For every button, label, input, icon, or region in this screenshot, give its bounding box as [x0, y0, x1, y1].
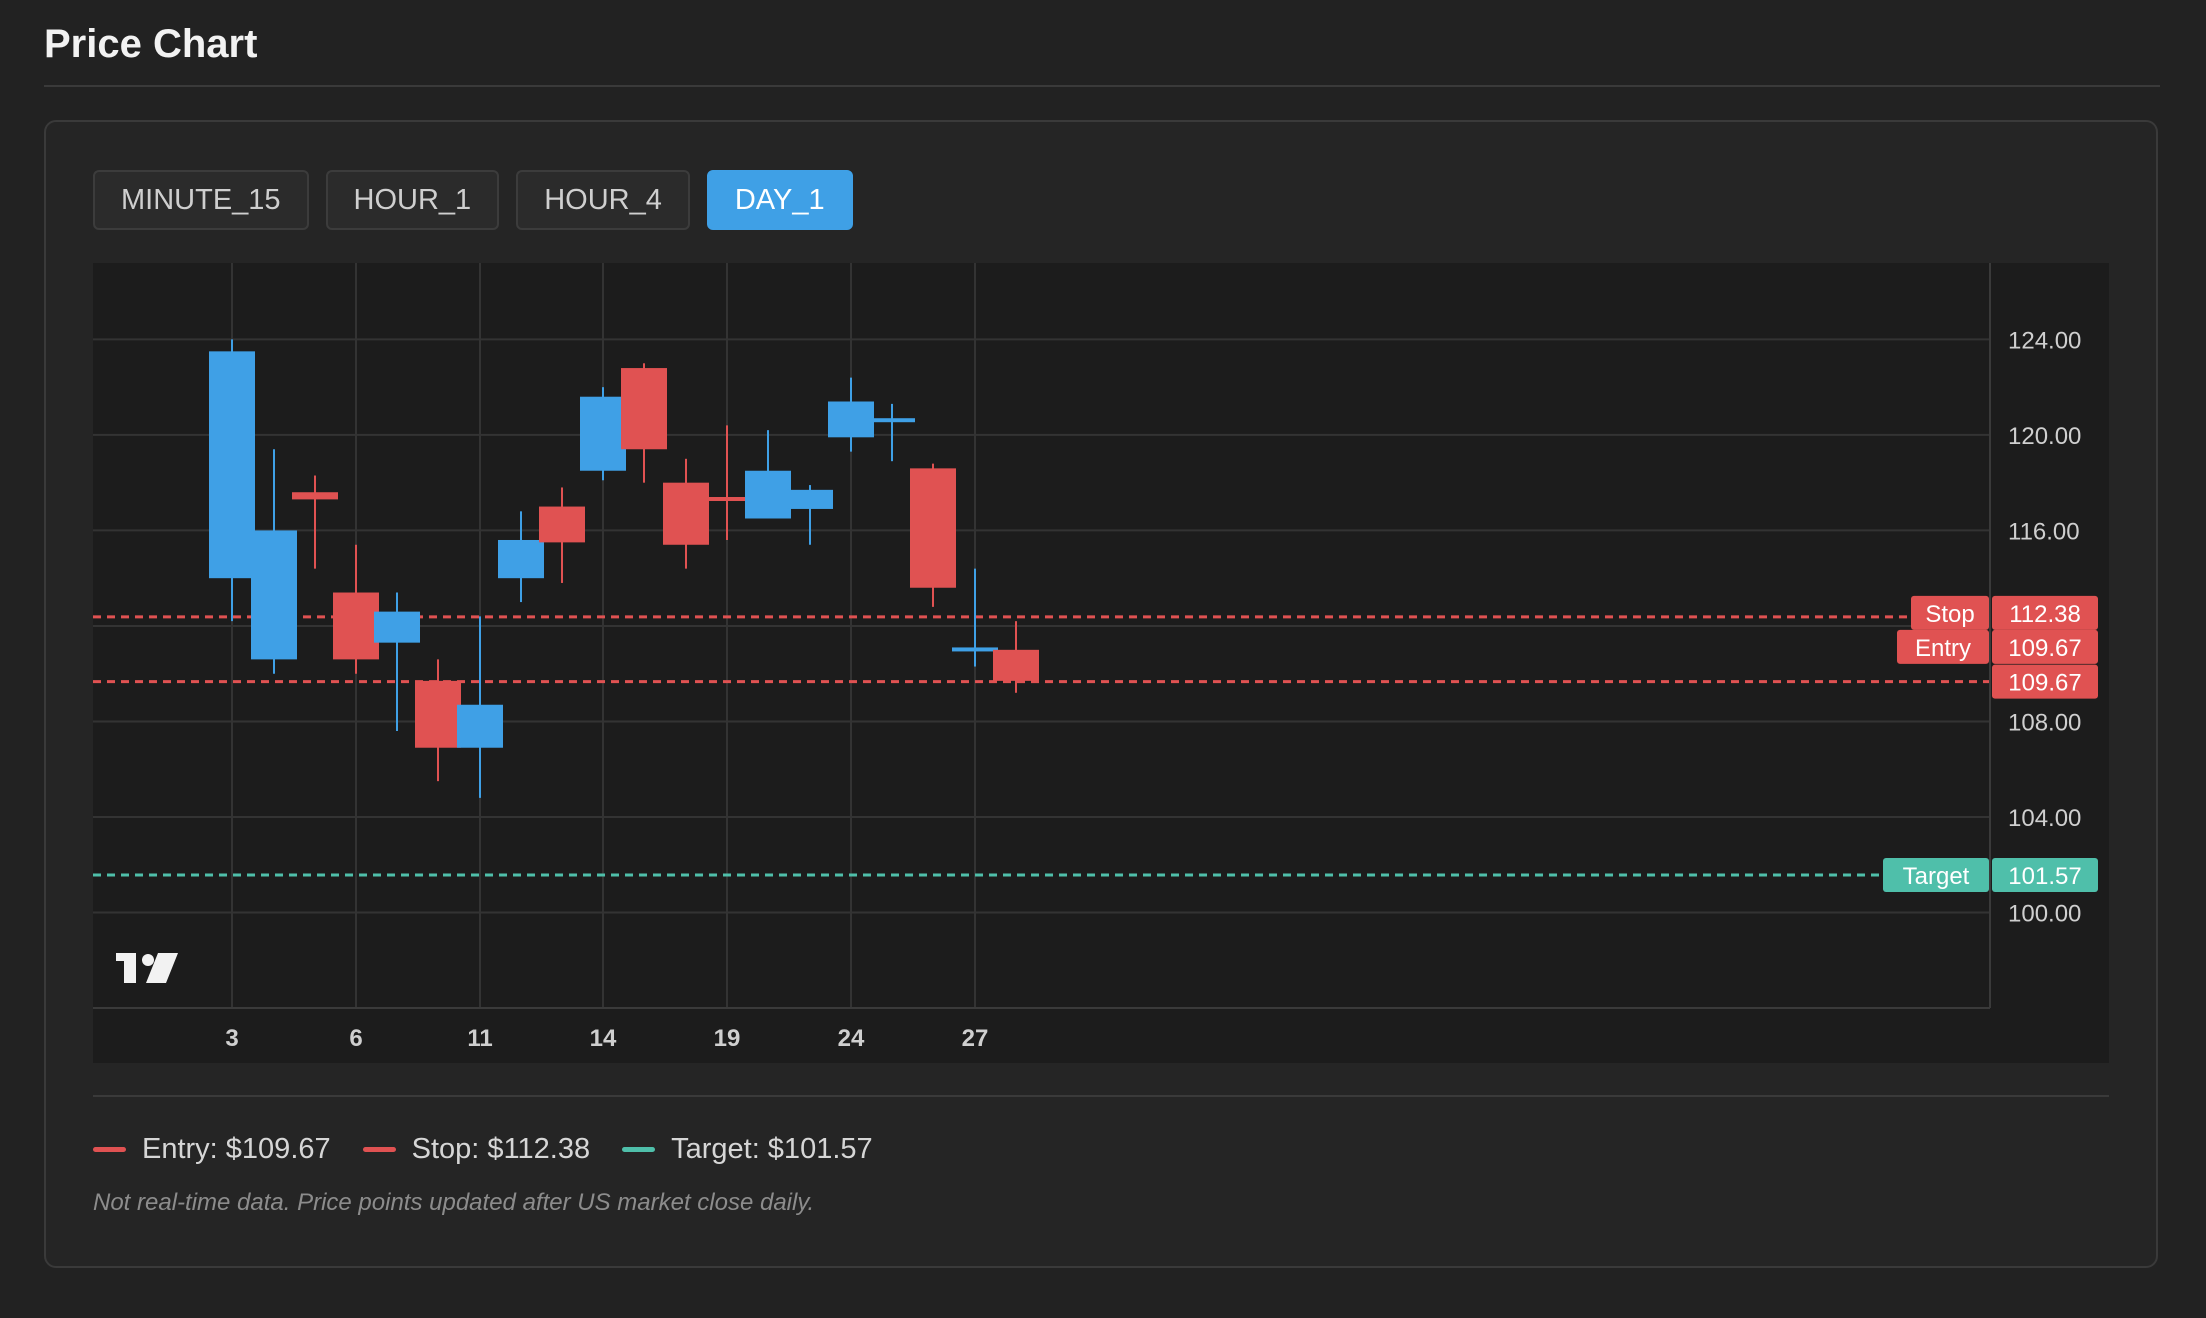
candle-body — [910, 468, 956, 588]
legend-divider — [93, 1095, 2109, 1097]
target-value-tag-box — [1992, 857, 2098, 892]
target-label-tag-text: Target — [1903, 863, 1970, 890]
target-value-tag: 101.57 — [1992, 857, 2098, 892]
tab-hour-4[interactable]: HOUR_4 — [516, 170, 690, 230]
candle — [374, 592, 420, 732]
target-value-tag-text: 101.57 — [2008, 863, 2081, 890]
y-tick-label: 100.00 — [2008, 900, 2081, 927]
candle — [292, 475, 338, 569]
stop-label-tag: Stop — [1911, 595, 1989, 630]
y-tick-label: 124.00 — [2008, 327, 2081, 354]
legend-entry-label: Entry: $109.67 — [142, 1133, 331, 1165]
target-swatch — [622, 1147, 656, 1152]
tab-hour-1[interactable]: HOUR_1 — [325, 170, 500, 230]
y-tick-label: 104.00 — [2008, 805, 2081, 832]
y-tick-label: 120.00 — [2008, 423, 2081, 450]
x-tick-label: 6 — [349, 1025, 362, 1052]
timeframe-tabs: MINUTE_15 HOUR_1 HOUR_4 DAY_1 — [93, 170, 853, 230]
candle-body — [251, 530, 297, 660]
stop-swatch — [362, 1147, 396, 1152]
x-tick-label: 3 — [225, 1025, 238, 1052]
target-label-tag: Target — [1883, 857, 1989, 892]
candle-body — [993, 649, 1039, 681]
tradingview-logo-icon[interactable] — [116, 953, 178, 983]
y-tick-label: 116.00 — [2008, 518, 2080, 545]
entry-value-tag: 109.67 — [1992, 629, 2098, 664]
entry-label-tag-box — [1897, 629, 1989, 664]
plot-background — [93, 263, 2109, 1063]
tab-day-1[interactable]: DAY_1 — [706, 170, 853, 230]
candle — [333, 544, 379, 674]
candle-body — [457, 704, 503, 748]
candle — [828, 377, 874, 452]
stop-label-tag-box — [1911, 595, 1989, 630]
last-price-tag-text: 109.67 — [2008, 670, 2081, 697]
legend-stop: Stop: $112.38 — [362, 1133, 591, 1166]
candle-body — [374, 611, 420, 643]
candle — [415, 659, 461, 782]
candle-body — [580, 396, 626, 471]
tab-minute-15[interactable]: MINUTE_15 — [93, 170, 309, 230]
candle-body — [209, 351, 255, 579]
candle — [457, 616, 503, 798]
stop-label-tag-text: Stop — [1925, 601, 1974, 628]
last-price-tag: 109.67 — [1992, 664, 2098, 699]
entry-value-tag-box — [1992, 629, 2098, 664]
candle-body — [415, 680, 461, 748]
entry-swatch — [93, 1147, 126, 1152]
stop-value-tag-box — [1992, 595, 2098, 630]
chart-legend: Entry: $109.67 Stop: $112.38 Target: $10… — [93, 1133, 873, 1166]
x-tick-label: 27 — [962, 1025, 989, 1052]
candle — [745, 430, 791, 519]
candle — [621, 363, 667, 483]
candle — [251, 449, 297, 674]
candle — [539, 487, 585, 583]
candlestick-chart[interactable]: 124.00 120.00 116.00 108.00 104.00 100.00 3 6 1… — [93, 263, 2109, 1063]
y-tick-label: 108.00 — [2008, 709, 2081, 736]
candle-body — [498, 539, 544, 579]
candle-body — [828, 401, 874, 438]
candle — [209, 339, 255, 622]
candle-body — [333, 592, 379, 660]
candle-body — [539, 506, 585, 543]
candle — [704, 425, 750, 540]
page-title: Price Chart — [44, 22, 258, 66]
candle-body — [621, 368, 667, 450]
x-tick-label: 24 — [838, 1025, 865, 1052]
candle — [910, 463, 956, 607]
entry-value-tag-text: 109.67 — [2008, 635, 2081, 662]
candle-body — [952, 647, 998, 652]
candle — [498, 511, 544, 603]
legend-stop-label: Stop: $112.38 — [411, 1133, 591, 1165]
x-tick-label: 19 — [714, 1025, 741, 1052]
legend-target-label: Target: $101.57 — [671, 1133, 873, 1165]
legend-target: Target: $101.57 — [622, 1133, 873, 1166]
stop-value-tag: 112.38 — [1992, 595, 2098, 630]
x-tick-label: 11 — [467, 1025, 492, 1052]
candle — [787, 485, 833, 545]
last-price-tag-box — [1992, 664, 2098, 699]
candle-body — [663, 482, 709, 545]
target-label-tag-box — [1883, 857, 1989, 892]
candle — [663, 458, 709, 569]
candle — [993, 621, 1039, 693]
x-tick-label: 14 — [590, 1025, 617, 1052]
entry-label-tag: Entry — [1897, 629, 1989, 664]
stop-value-tag-text: 112.38 — [2009, 601, 2081, 628]
candle — [869, 403, 915, 462]
candle — [580, 387, 626, 481]
candle-body — [787, 489, 833, 509]
candle-body — [869, 418, 915, 423]
candle-body — [704, 497, 750, 502]
legend-entry: Entry: $109.67 — [93, 1133, 331, 1166]
title-divider — [44, 85, 2160, 87]
candle-body — [745, 470, 791, 519]
entry-label-tag-text: Entry — [1915, 635, 1971, 662]
disclaimer-text: Not real-time data. Price points updated… — [93, 1189, 815, 1216]
candle — [952, 568, 998, 667]
chart-svg[interactable]: 124.00 120.00 116.00 108.00 104.00 100.00 3 6 1… — [93, 263, 2109, 1063]
candle-body — [292, 492, 338, 500]
